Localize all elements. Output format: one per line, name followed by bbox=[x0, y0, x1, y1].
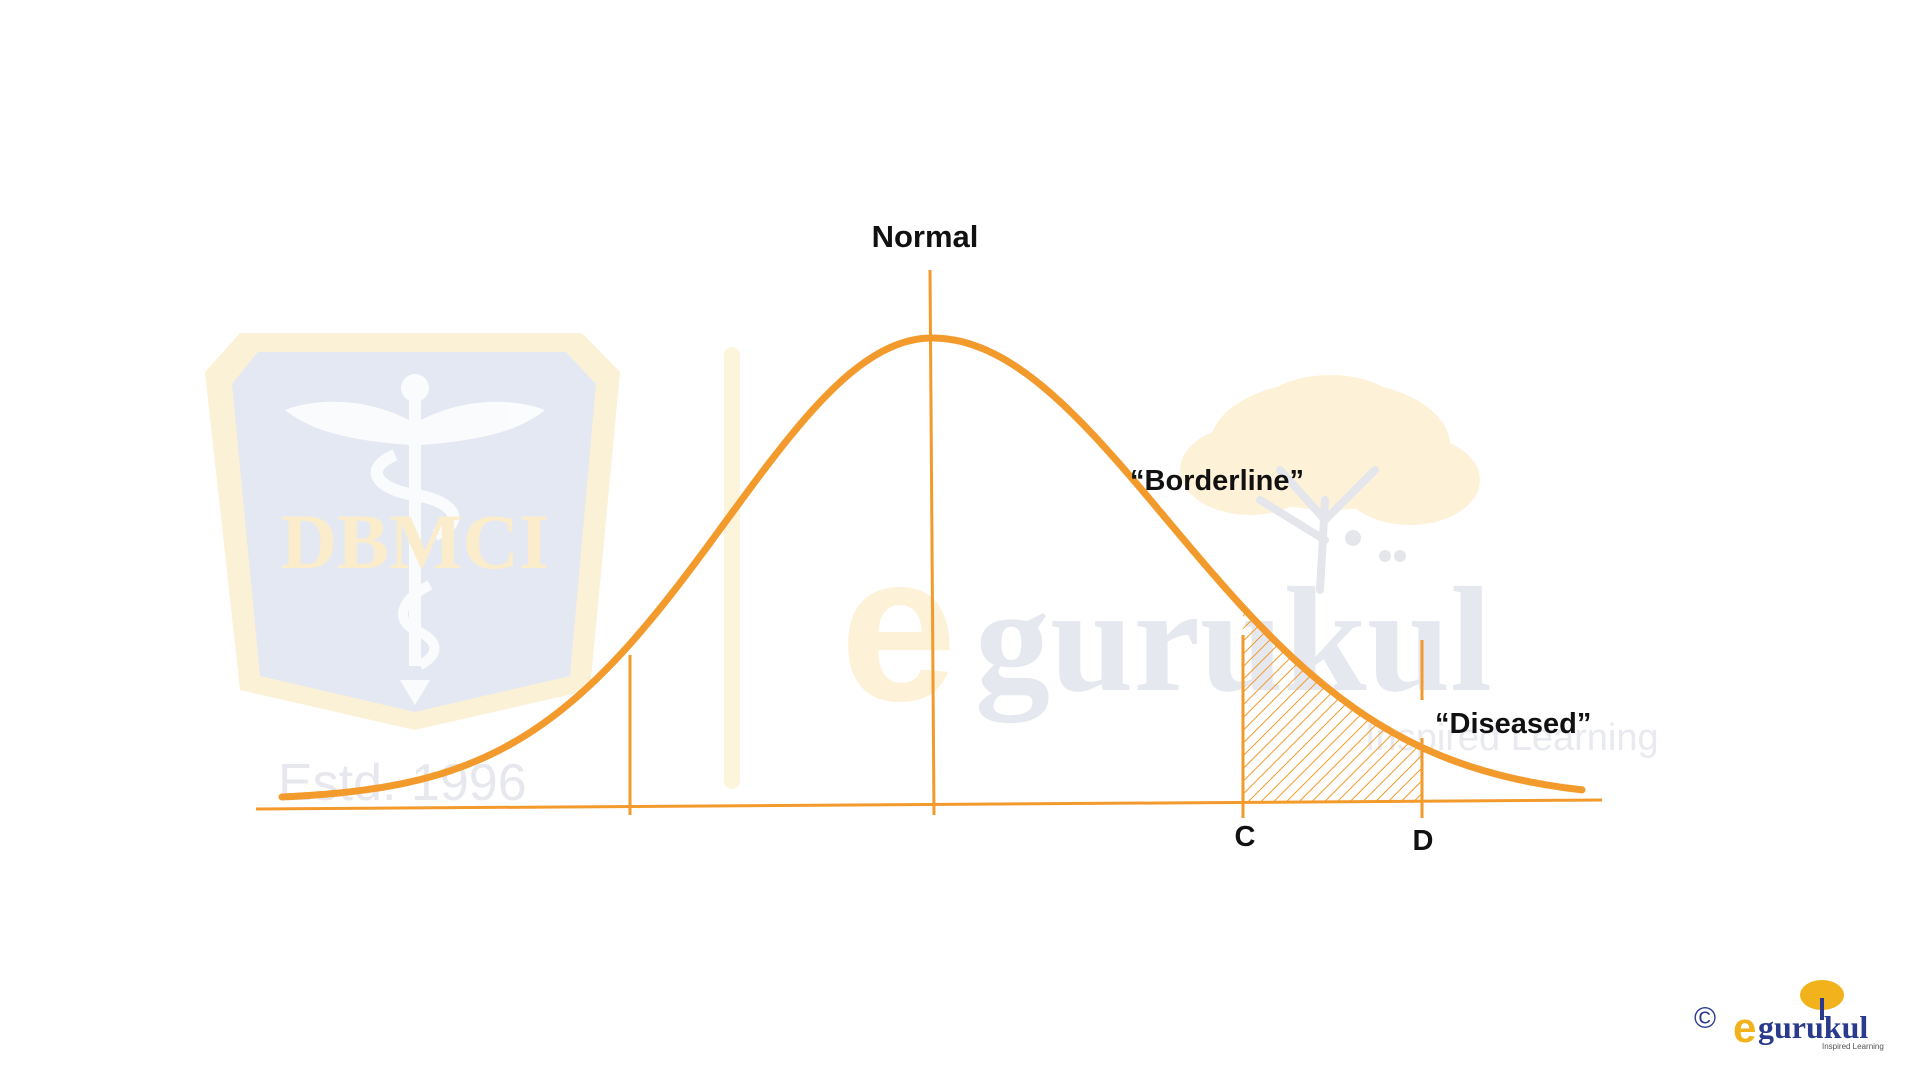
logo-initial: e bbox=[1733, 1004, 1756, 1051]
borderline-label: “Borderline” bbox=[1130, 465, 1304, 497]
diseased-label: “Diseased” bbox=[1435, 708, 1591, 740]
point-c-label: C bbox=[1235, 821, 1256, 853]
normal-label: Normal bbox=[872, 219, 979, 254]
dbmci-watermark: DBMCI Estd. 1996 bbox=[205, 333, 620, 812]
footer-logo: © e gurukul Inspired Learning bbox=[1694, 980, 1884, 1051]
logo-tree-icon bbox=[1800, 980, 1844, 1020]
watermark-divider bbox=[724, 347, 740, 789]
egurukul-watermark: e gurukul Inspired Learning bbox=[840, 375, 1659, 759]
caduceus-icon bbox=[285, 374, 545, 705]
logo-tagline: Inspired Learning bbox=[1822, 1042, 1884, 1051]
point-d-label: D bbox=[1413, 825, 1434, 857]
copyright-symbol: © bbox=[1694, 1002, 1716, 1035]
logo-rest: gurukul bbox=[1758, 1009, 1868, 1045]
brand-rest: gurukul bbox=[975, 557, 1492, 723]
brand-initial: e bbox=[840, 510, 957, 745]
tree-icon bbox=[1180, 375, 1480, 594]
mean-line bbox=[928, 269, 936, 816]
x-axis-baseline bbox=[255, 798, 1603, 811]
shield-text: DBMCI bbox=[281, 498, 550, 585]
normal-distribution-curve bbox=[278, 334, 1586, 801]
